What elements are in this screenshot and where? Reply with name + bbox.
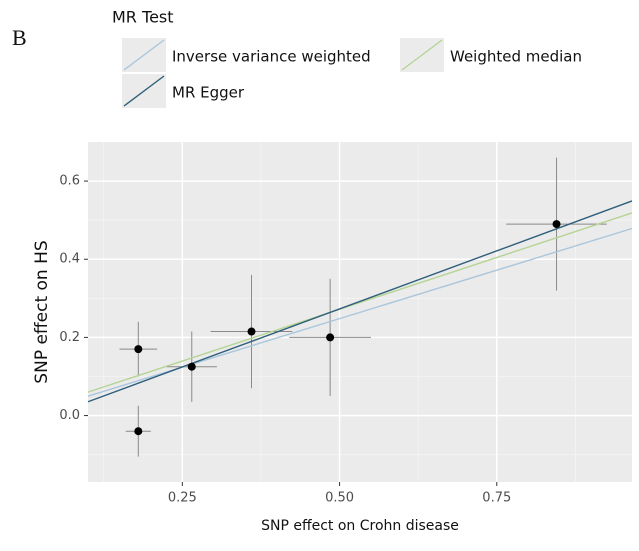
regression-line xyxy=(87,200,633,403)
legend-swatch xyxy=(401,39,443,71)
legend-swatch xyxy=(123,39,165,71)
x-axis-label: SNP effect on Crohn disease xyxy=(261,518,459,534)
point xyxy=(134,427,143,436)
y-tick-label: 0.0 xyxy=(59,408,80,423)
point xyxy=(187,362,196,371)
x-tick-label: 0.50 xyxy=(325,491,354,506)
point xyxy=(247,327,256,336)
y-axis-label: SNP effect on HS xyxy=(32,240,52,383)
legend-label: Weighted median xyxy=(450,48,582,66)
y-tick-label: 0.4 xyxy=(59,252,80,267)
point xyxy=(326,333,335,342)
point xyxy=(552,220,561,229)
y-tick-label: 0.2 xyxy=(59,330,80,345)
point xyxy=(134,345,143,354)
legend-swatch xyxy=(123,75,165,107)
x-tick-label: 0.75 xyxy=(482,491,511,506)
legend-label: MR Egger xyxy=(172,84,245,102)
regression-line xyxy=(87,212,633,393)
x-tick-label: 0.25 xyxy=(168,491,197,506)
y-tick-label: 0.6 xyxy=(59,174,80,189)
panel-label: B xyxy=(12,25,27,50)
legend-title: MR Test xyxy=(112,8,174,27)
legend-label: Inverse variance weighted xyxy=(172,48,371,66)
